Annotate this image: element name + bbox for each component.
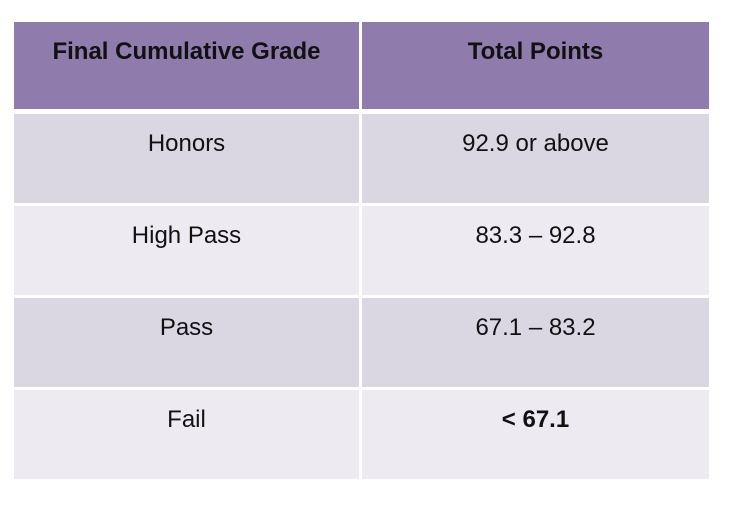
grade-cell: Honors [14,114,362,206]
points-cell: < 67.1 [362,390,709,482]
points-cell: 92.9 or above [362,114,709,206]
table-row: Pass 67.1 – 83.2 [14,298,709,390]
grading-table-container: Final Cumulative Grade Total Points Hono… [14,22,709,482]
header-row: Final Cumulative Grade Total Points [14,22,709,114]
table-row: Honors 92.9 or above [14,114,709,206]
grade-cell: Pass [14,298,362,390]
grading-table: Final Cumulative Grade Total Points Hono… [14,22,709,482]
grade-cell: Fail [14,390,362,482]
grade-cell: High Pass [14,206,362,298]
header-final-cumulative-grade: Final Cumulative Grade [14,22,362,114]
table-row: Fail < 67.1 [14,390,709,482]
table-row: High Pass 83.3 – 92.8 [14,206,709,298]
header-total-points: Total Points [362,22,709,114]
points-cell: 67.1 – 83.2 [362,298,709,390]
points-cell: 83.3 – 92.8 [362,206,709,298]
